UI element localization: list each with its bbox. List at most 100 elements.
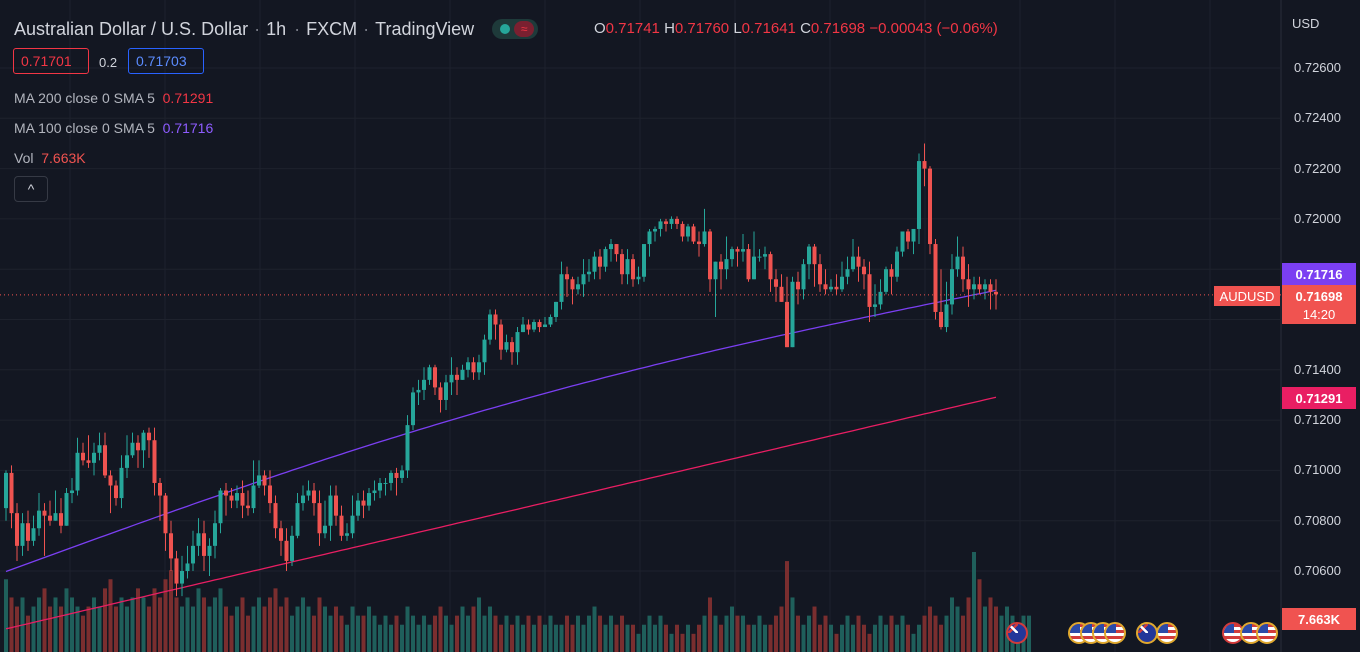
buy-button[interactable]: 0.71703 [128, 48, 204, 74]
candle-body [389, 472, 393, 483]
candle [273, 495, 278, 539]
volume-bar [653, 624, 657, 652]
candle [262, 470, 267, 496]
candle-body [790, 281, 795, 348]
volume-bar [152, 588, 157, 652]
ma100-value: 0.71716 [162, 120, 214, 136]
volume-bar [878, 615, 883, 652]
volume-bar [15, 606, 19, 652]
candle [108, 470, 113, 514]
volume-bar [713, 615, 718, 652]
candle [988, 279, 993, 310]
us-flag-icon[interactable] [1104, 622, 1126, 644]
candle-body [631, 259, 635, 280]
candle [152, 427, 157, 496]
volume-bar [48, 606, 52, 652]
candle-body [526, 324, 531, 330]
candle-body [609, 244, 613, 250]
candle-body [796, 281, 800, 290]
candle [312, 482, 316, 516]
volume-bar [537, 615, 542, 652]
us-flag-icon[interactable] [1256, 622, 1278, 644]
candle [845, 256, 850, 285]
candle [295, 493, 300, 539]
candle [669, 216, 674, 229]
volume-bar [823, 615, 828, 652]
candle [554, 301, 558, 323]
candle [427, 364, 432, 385]
volume-bar [592, 606, 597, 652]
volume-bar [675, 624, 679, 652]
collapse-legend-button[interactable]: ^ [14, 176, 48, 202]
symbol-name[interactable]: Australian Dollar / U.S. Dollar [14, 18, 249, 39]
candle-body [983, 284, 987, 290]
candle [64, 488, 69, 526]
candle [642, 244, 646, 282]
candle-body [246, 505, 250, 509]
volume-bar [279, 606, 283, 652]
sell-button[interactable]: 0.71701 [13, 48, 89, 74]
candle [163, 493, 168, 551]
volume-bar [444, 615, 448, 652]
candle-body [81, 452, 85, 461]
volume-bar [466, 615, 470, 652]
candle [471, 357, 476, 380]
ma100-legend[interactable]: MA 100 close 0 SMA 5 0.71716 [14, 120, 214, 136]
volume-bar [587, 615, 591, 652]
chart-header: Australian Dollar / U.S. Dollar · 1h · F… [14, 18, 539, 40]
volume-bar [185, 597, 190, 652]
low-value: 0.71641 [741, 20, 796, 37]
candle-body [460, 369, 465, 380]
market-status[interactable]: ≈ [492, 19, 539, 39]
candle-body [554, 301, 558, 317]
interval[interactable]: 1h [266, 18, 287, 39]
candle-body [818, 264, 822, 285]
volume-bar [246, 615, 250, 652]
ma200-legend[interactable]: MA 200 close 0 SMA 5 0.71291 [14, 90, 214, 106]
candle [620, 249, 624, 285]
candle [977, 276, 982, 295]
candle [213, 510, 217, 559]
volume-bar [191, 606, 195, 652]
candle [235, 485, 239, 509]
candle [389, 470, 393, 491]
candle [86, 435, 91, 468]
volume-bar [229, 615, 234, 652]
candle [933, 239, 938, 320]
volume-bars [4, 552, 1031, 652]
candle-body [279, 528, 283, 541]
candle [521, 316, 525, 333]
currency-label[interactable]: USD [1292, 16, 1320, 31]
candle-body [466, 362, 470, 370]
ma200-line [5, 396, 997, 630]
candle [114, 480, 118, 506]
volume-bar [147, 606, 151, 652]
candle-body [455, 374, 459, 380]
volume-bar [686, 624, 690, 652]
volume-bar [988, 597, 993, 652]
us-flag-icon[interactable] [1156, 622, 1178, 644]
candle-body [966, 279, 971, 290]
candle [158, 477, 162, 521]
candle [790, 276, 795, 348]
candle [906, 228, 910, 250]
volume-bar [53, 597, 58, 652]
volume-bar [86, 606, 91, 652]
candle [565, 266, 569, 297]
candle-body [48, 515, 52, 521]
candle [851, 239, 855, 272]
volume-value: 7.663K [41, 150, 86, 166]
volume-bar [565, 615, 569, 652]
volume-bar [543, 624, 547, 652]
candle-body [86, 460, 91, 463]
candle-body [383, 482, 388, 484]
moving-averages [5, 289, 997, 630]
australia-flag-icon[interactable] [1006, 622, 1028, 644]
candle-body [163, 495, 168, 534]
candle-body [400, 470, 404, 478]
volume-bar [911, 633, 916, 652]
volume-bar [818, 624, 822, 652]
australia-flag-icon[interactable] [1136, 622, 1158, 644]
volume-legend[interactable]: Vol 7.663K [14, 150, 86, 166]
